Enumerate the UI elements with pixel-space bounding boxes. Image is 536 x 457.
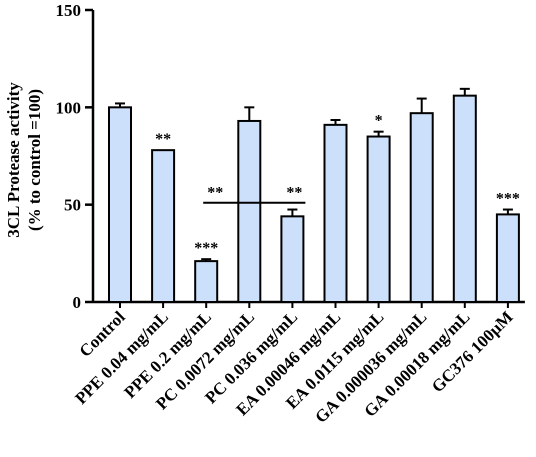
bar <box>280 215 305 303</box>
y-tick-label: 150 <box>56 1 82 20</box>
bar <box>237 119 262 303</box>
bracket-label-right: ** <box>286 185 302 202</box>
significance-label: *** <box>194 240 218 257</box>
bar <box>323 123 348 303</box>
y-tick-label: 0 <box>73 293 82 312</box>
bar <box>409 112 434 303</box>
bracket-label-left: ** <box>207 185 223 202</box>
bar <box>151 149 176 303</box>
significance-label: *** <box>496 191 520 208</box>
significance-label: * <box>375 113 383 130</box>
y-tick-label: 50 <box>64 196 81 215</box>
y-tick-label: 100 <box>56 98 82 117</box>
bar <box>108 106 132 304</box>
bar <box>194 260 219 303</box>
bar <box>366 135 391 303</box>
y-axis-title: 3CL Protease activity (% to control =100… <box>4 82 44 238</box>
bar <box>452 94 477 303</box>
significance-label: ** <box>155 131 171 148</box>
bar <box>495 213 520 303</box>
y-axis-title-line1: 3CL Protease activity <box>4 82 23 238</box>
y-axis-title-line2: (% to control =100) <box>25 89 44 231</box>
